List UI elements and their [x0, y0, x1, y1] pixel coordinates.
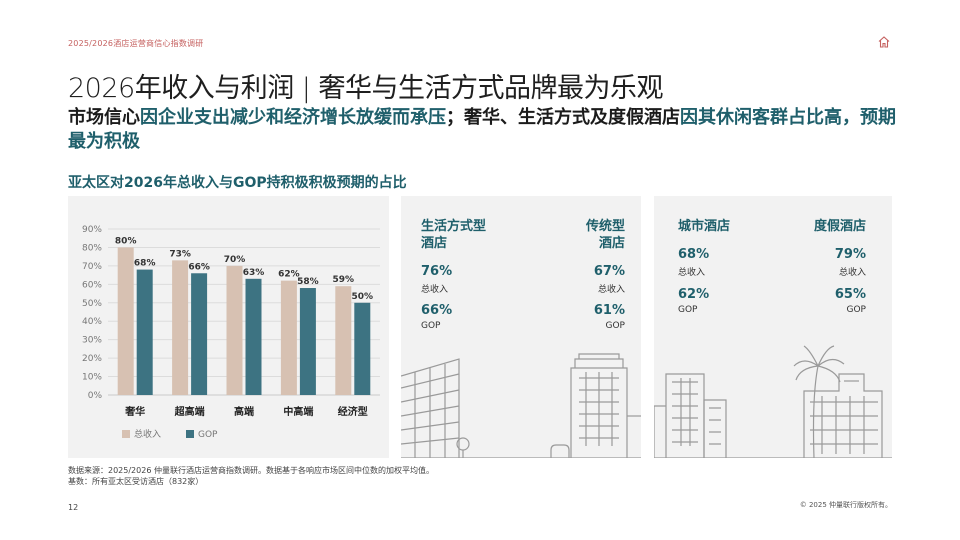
y-tick-label: 30%	[82, 336, 102, 346]
y-tick-label: 90%	[82, 225, 102, 235]
traditional-name-line1: 传统型	[585, 219, 625, 234]
bar-chart: 0% 10% 20% 30% 40% 50% 60% 70% 80% 90% 80% 68% 奢华 73%…	[82, 225, 380, 440]
lifestyle-revenue-label: 总收入	[421, 285, 449, 295]
legend-swatch	[186, 430, 194, 438]
y-tick-label: 0%	[88, 391, 103, 401]
breadcrumb: 2025/2026酒店运营商信心指数调研	[68, 39, 204, 48]
legend-label: GOP	[198, 430, 218, 440]
bar-revenue	[335, 286, 352, 395]
x-tick-label: 中高端	[283, 405, 313, 418]
resort-city-illustration	[654, 345, 892, 458]
traditional-revenue-label: 总收入	[597, 285, 625, 295]
y-tick-label: 80%	[82, 243, 102, 253]
legend-swatch	[122, 430, 130, 438]
y-tick-label: 40%	[82, 317, 102, 327]
bar-revenue	[172, 260, 189, 395]
lifestyle-name-line1: 生活方式型	[421, 219, 487, 234]
data-label: 59%	[333, 275, 355, 285]
y-tick-label: 60%	[82, 280, 102, 290]
x-tick-label: 经济型	[338, 405, 368, 418]
city-resort-panel: 城市酒店 度假酒店 68% 总收入 62% GOP 79% 总收入 65% GO…	[654, 196, 892, 458]
data-label: 73%	[169, 249, 191, 259]
resort-hotel-label: 度假酒店	[813, 219, 866, 234]
home-icon[interactable]	[877, 35, 891, 49]
source-note: 数据来源：2025/2026 仲量联行酒店运营商指数调研。数据基于各响应市场区间…	[68, 465, 434, 487]
data-label: 68%	[134, 259, 156, 269]
bar-gop	[354, 302, 371, 395]
page-number: 12	[68, 503, 79, 512]
base-text: 基数：所有亚太区受访酒店（832家）	[68, 477, 204, 486]
page-subtitle: 市场信心因企业支出减少和经济增长放缓而承压；奢华、生活方式及度假酒店因其休闲客群…	[68, 106, 898, 154]
y-tick-label: 10%	[82, 373, 102, 383]
resort-gop-label: GOP	[846, 305, 867, 315]
traditional-name-line2: 酒店	[598, 236, 625, 251]
city-gop-label: GOP	[678, 305, 698, 315]
x-tick-label: 超高端	[174, 405, 205, 418]
data-label: 63%	[243, 268, 265, 278]
traditional-gop-label: GOP	[605, 321, 626, 331]
city-hotel-label: 城市酒店	[678, 219, 731, 234]
subtitle-text-1: 市场信心	[68, 107, 140, 128]
y-tick-label: 70%	[82, 262, 102, 272]
y-tick-label: 50%	[82, 299, 102, 309]
subtitle-text-2: ；奢华、生活方式及度假酒店	[446, 107, 680, 128]
city-gop-value: 62%	[678, 287, 710, 302]
lifestyle-gop-label: GOP	[421, 321, 441, 331]
source-text: 数据来源：2025/2026 仲量联行酒店运营商指数调研。数据基于各响应市场区间…	[68, 466, 434, 475]
data-label: 62%	[278, 270, 300, 280]
bar-revenue	[117, 247, 134, 395]
page-title: 2026年收入与利润 | 奢华与生活方式品牌最为乐观	[68, 73, 663, 104]
traditional-gop-value: 61%	[593, 303, 625, 318]
lifestyle-traditional-panel: 生活方式型 酒店 传统型 酒店 76% 总收入 66% GOP 67% 总收入 …	[401, 196, 641, 458]
bar-gop	[136, 269, 153, 395]
bar-gop	[245, 278, 262, 395]
bar-gop	[191, 273, 208, 395]
bar-revenue	[226, 265, 243, 395]
resort-gop-value: 65%	[834, 287, 866, 302]
bar-gop	[299, 288, 316, 395]
subtitle-accent-1: 因企业支出减少和经济增长放缓而承压	[140, 107, 446, 128]
city-skyline-illustration	[401, 353, 641, 458]
bar-revenue	[280, 280, 297, 395]
copyright: © 2025 仲量联行版权所有。	[799, 501, 892, 509]
bar-chart-panel: 0% 10% 20% 30% 40% 50% 60% 70% 80% 90% 80% 68% 奢华 73%…	[68, 196, 389, 458]
data-label: 50%	[352, 292, 374, 302]
subtitle-accent-2: 因其休闲客群占比高，预期最为积极	[68, 107, 896, 152]
lifestyle-name-line2: 酒店	[421, 236, 448, 251]
y-tick-label: 20%	[82, 354, 102, 364]
lifestyle-gop-value: 66%	[421, 303, 453, 318]
lifestyle-revenue-value: 76%	[421, 264, 453, 279]
data-label: 66%	[188, 262, 210, 272]
city-revenue-label: 总收入	[678, 268, 706, 278]
data-label: 80%	[115, 236, 137, 246]
traditional-hotel-label: 传统型 酒店	[541, 218, 625, 252]
x-tick-label: 奢华	[124, 405, 145, 418]
data-label: 70%	[224, 255, 246, 265]
legend-label: 总收入	[134, 428, 161, 440]
x-tick-label: 高端	[234, 405, 254, 418]
resort-revenue-value: 79%	[834, 247, 866, 262]
chart-title: 亚太区对2026年总收入与GOP持积极积极预期的占比	[68, 175, 407, 191]
traditional-revenue-value: 67%	[593, 264, 625, 279]
data-label: 58%	[297, 277, 319, 287]
city-revenue-value: 68%	[678, 247, 710, 262]
resort-revenue-label: 总收入	[838, 268, 866, 278]
lifestyle-hotel-label: 生活方式型 酒店	[421, 218, 486, 252]
